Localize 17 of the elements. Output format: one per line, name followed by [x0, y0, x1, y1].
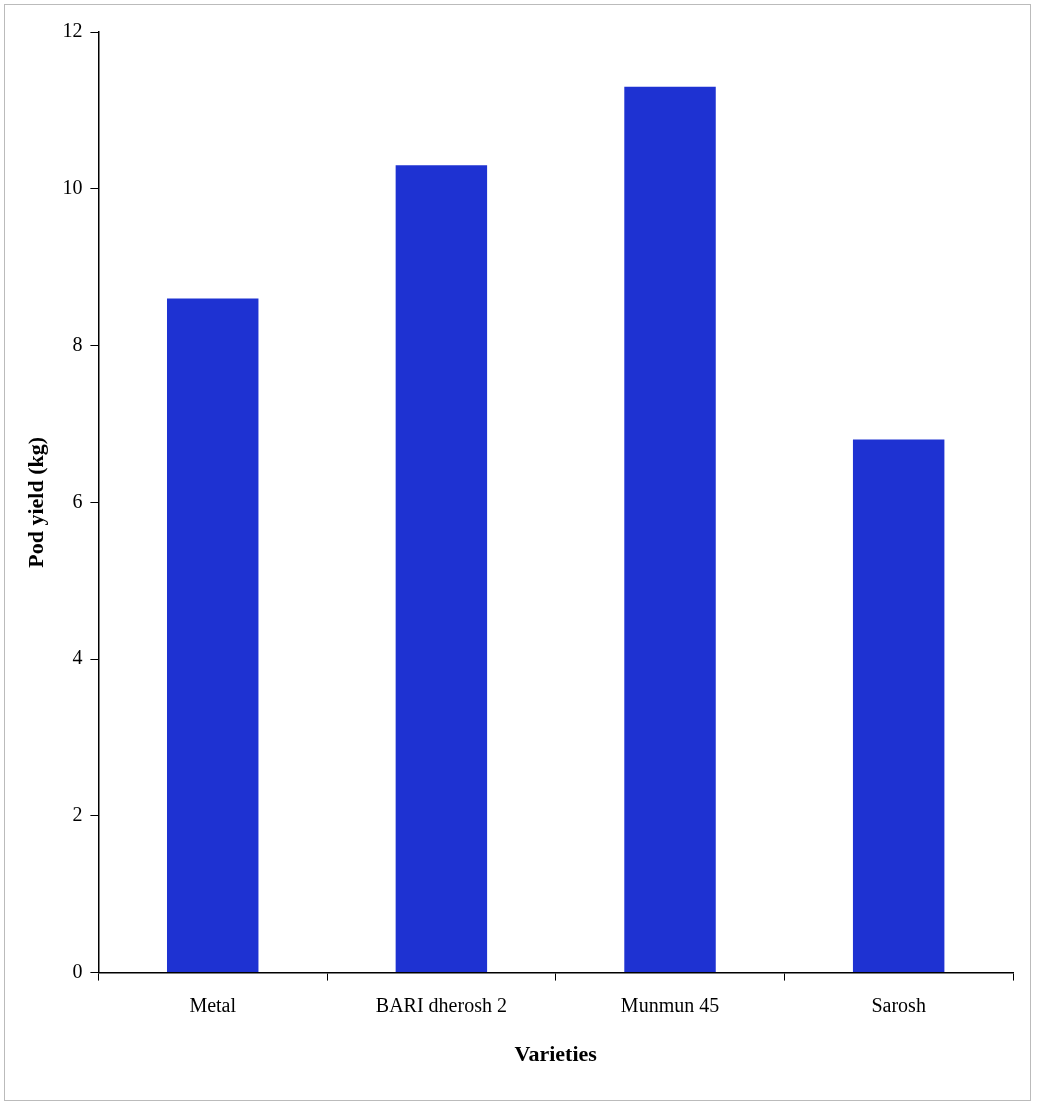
x-tick-label: Munmun 45	[620, 993, 720, 1016]
y-tick-label: 10	[62, 176, 83, 199]
bar	[395, 165, 488, 973]
x-tick-label: BARI dherosh 2	[375, 993, 507, 1016]
y-tick-label: 8	[72, 332, 83, 355]
bar	[167, 298, 259, 973]
y-tick-label: 4	[72, 646, 83, 669]
bar	[624, 86, 716, 973]
y-tick-label: 12	[62, 19, 83, 42]
y-tick-label: 0	[72, 959, 83, 982]
bar	[852, 439, 945, 973]
y-axis-title: Pod yield (kg)	[22, 436, 48, 568]
x-tick-label: Sarosh	[871, 993, 926, 1016]
y-tick-label: 6	[72, 489, 83, 512]
x-tick-label: Metal	[189, 993, 237, 1016]
y-tick-label: 2	[72, 803, 83, 826]
x-axis-title: Varieties	[514, 1041, 598, 1067]
